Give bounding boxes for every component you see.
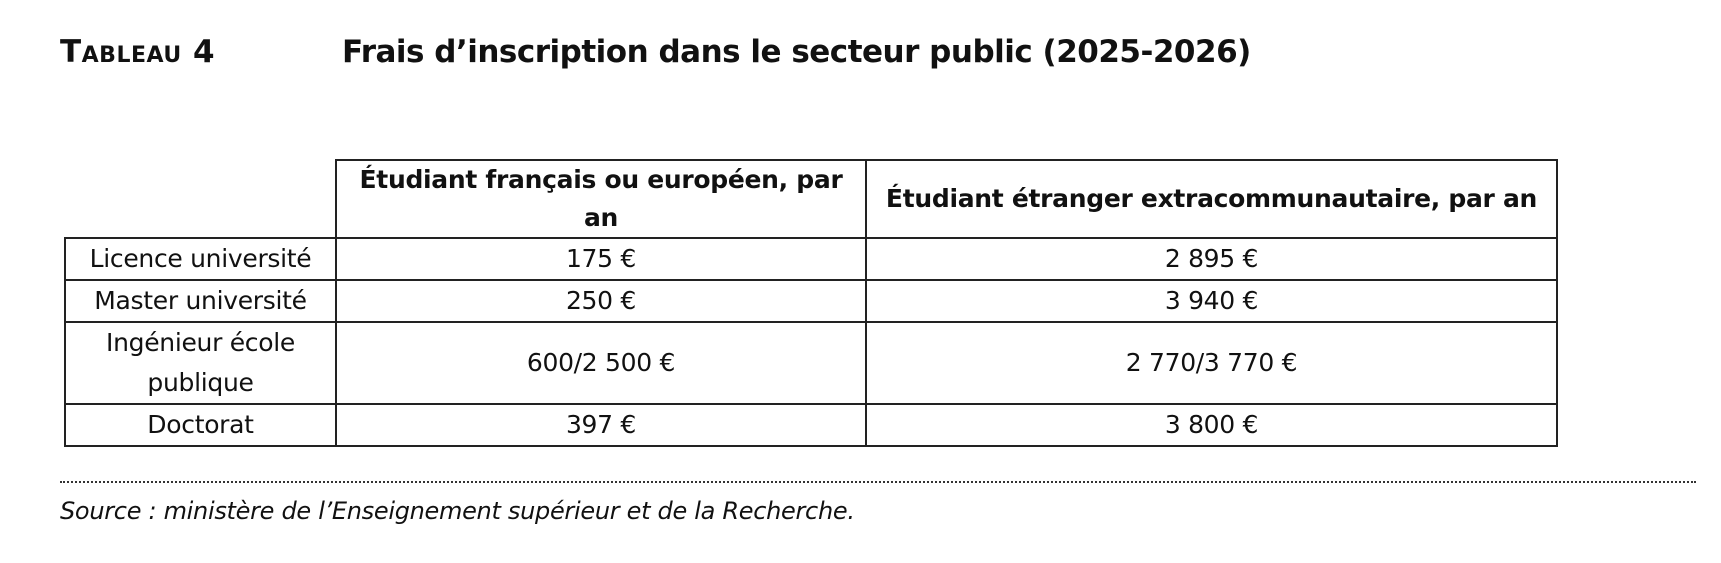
fee-cell: 3 800 € (865, 403, 1558, 447)
table-row: Master université 250 €3 940 € (64, 279, 1558, 323)
fee-cell: 3 940 € (865, 279, 1558, 323)
fee-cell: 397 € (335, 403, 867, 447)
column-header: Étudiant étranger extracommunautaire, pa… (865, 159, 1558, 239)
table-label: Tableau 4 (60, 34, 216, 70)
fee-cell: 2 895 € (865, 237, 1558, 281)
table-body: Licence université 175 €2 895 € Master uni… (64, 237, 1558, 447)
row-label: Ingénieur école publique (64, 321, 337, 405)
fee-cell: 2 770/3 770 € (865, 321, 1558, 405)
row-label: Licence université (64, 237, 337, 281)
source-note: Source : ministère de l’Enseignement sup… (60, 497, 855, 525)
corner-cell (65, 160, 337, 239)
table-title: Frais d’inscription dans le secteur publ… (342, 34, 1251, 70)
row-label: Master université (64, 279, 337, 323)
table-row: Doctorat 397 €3 800 € (64, 403, 1558, 447)
row-label: Doctorat (64, 403, 337, 447)
column-header: Étudiant français ou européen, par an (335, 159, 867, 239)
header-row: Étudiant français ou européen, par an Étu… (65, 159, 1558, 239)
fee-cell: 250 € (335, 279, 867, 323)
fees-table: Étudiant français ou européen, par an Étu… (64, 159, 1558, 447)
fee-cell: 175 € (335, 237, 867, 281)
table-row: Ingénieur école publique 600/2 500 €2 770… (64, 321, 1558, 405)
divider (60, 481, 1696, 483)
table-row: Licence université 175 €2 895 € (64, 237, 1558, 281)
fee-cell: 600/2 500 € (335, 321, 867, 405)
